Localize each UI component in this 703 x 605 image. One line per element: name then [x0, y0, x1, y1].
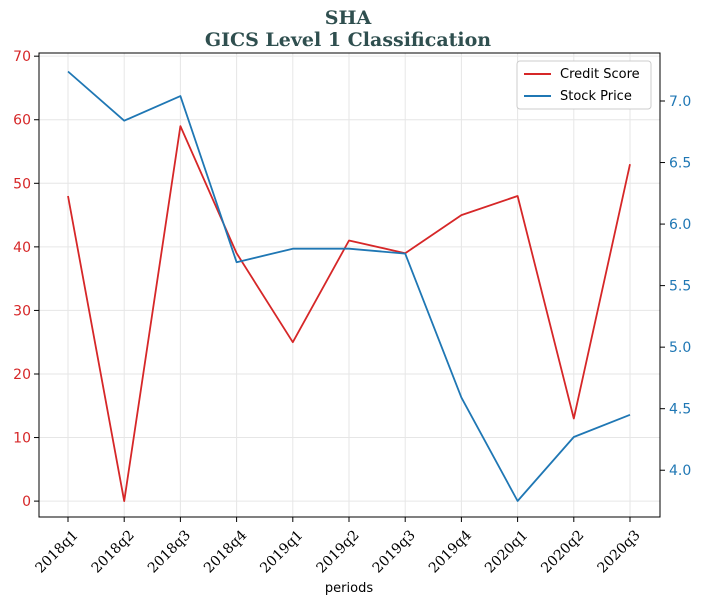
left-tick-label: 20 [13, 367, 31, 383]
chart-title: SHA [325, 7, 372, 29]
right-y-axis: 4.0 4.5 5.0 5.5 6.0 6.5 7.0 [660, 94, 691, 479]
right-tick-label: 4.0 [669, 463, 691, 479]
left-y-axis: 0 10 20 30 40 50 60 70 [13, 49, 39, 510]
right-tick-label: 5.0 [669, 340, 691, 356]
x-tick-label: 2019q3 [370, 527, 419, 576]
right-tick-label: 5.5 [669, 279, 691, 295]
x-axis-label: periods [325, 581, 373, 596]
right-tick-label: 4.5 [669, 402, 691, 418]
chart-subtitle: GICS Level 1 Classification [205, 29, 491, 51]
x-tick-label: 2020q1 [482, 527, 531, 576]
legend: Credit Score Stock Price [516, 60, 652, 110]
x-tick-label: 2020q3 [594, 527, 643, 576]
x-tick-label: 2019q1 [257, 527, 306, 576]
left-tick-label: 40 [13, 240, 31, 256]
x-tick-label: 2018q1 [32, 527, 81, 576]
left-tick-label: 60 [13, 113, 31, 129]
x-axis: 2018q1 2018q2 2018q3 2018q4 2019q1 2019q2 2019… [32, 517, 644, 576]
grid [39, 53, 660, 517]
series-layer [67, 70, 631, 503]
right-tick-label: 7.0 [669, 94, 691, 110]
x-tick-label: 2019q4 [426, 527, 475, 576]
right-tick-label: 6.0 [669, 217, 691, 233]
left-tick-label: 0 [22, 494, 31, 510]
left-tick-label: 50 [13, 176, 31, 192]
legend-label-credit-score: Credit Score [560, 67, 640, 82]
x-tick-label: 2019q2 [313, 527, 362, 576]
stock-price-line [67, 70, 631, 502]
credit-score-line [67, 125, 631, 503]
legend-label-stock-price: Stock Price [560, 89, 632, 104]
x-tick-label: 2018q2 [89, 527, 138, 576]
right-tick-label: 6.5 [669, 156, 691, 172]
left-tick-label: 70 [13, 49, 31, 65]
x-tick-label: 2018q3 [145, 527, 194, 576]
x-tick-label: 2020q2 [538, 527, 587, 576]
x-tick-label: 2018q4 [201, 527, 250, 576]
left-tick-label: 30 [13, 303, 31, 319]
left-tick-label: 10 [13, 431, 31, 447]
